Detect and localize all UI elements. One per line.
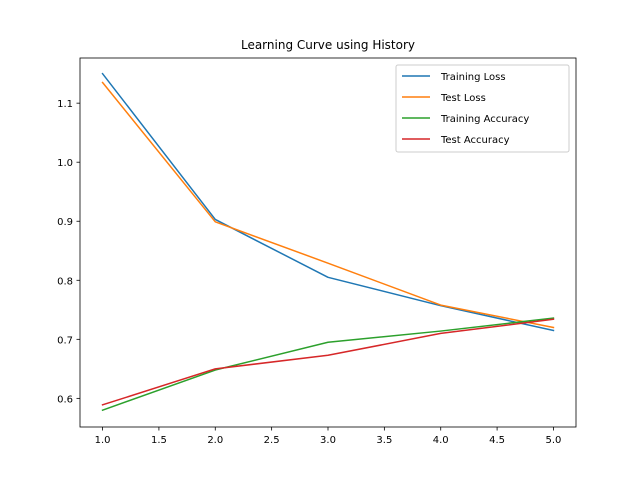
y-tick-label: 1.0 xyxy=(57,158,73,169)
y-tick-label: 0.7 xyxy=(57,335,73,346)
test-loss-line xyxy=(101,81,555,329)
legend-box xyxy=(395,64,570,153)
y-tick-label: 0.9 xyxy=(57,217,73,228)
x-tick-label: 2.5 xyxy=(264,435,280,446)
x-tick-label: 4.0 xyxy=(433,435,449,446)
chart-title: Learning Curve using History xyxy=(241,38,415,52)
x-tick-label: 1.0 xyxy=(95,435,111,446)
x-tick-label: 3.0 xyxy=(320,435,336,446)
x-tick-label: 2.0 xyxy=(207,435,223,446)
test-loss-legend-label: Test Loss xyxy=(440,93,486,104)
x-axis: 1.0 1.5 2.0 2.5 3.0 3.5 4.0 4.5 5.0 xyxy=(95,427,562,446)
y-tick-label: 1.1 xyxy=(57,99,73,110)
plot-lines xyxy=(101,72,555,412)
training-loss-legend-label: Training Loss xyxy=(440,72,506,83)
x-tick-label: 3.5 xyxy=(376,435,392,446)
x-tick-label: 1.5 xyxy=(151,435,167,446)
test-accuracy-line xyxy=(101,318,555,406)
legend: Training Loss Test Loss Training Accuracy T… xyxy=(395,64,570,153)
training-loss-line xyxy=(101,72,555,332)
y-axis: 0.6 0.7 0.8 0.9 1.0 1.1 xyxy=(57,99,80,405)
training-accuracy-legend-label: Training Accuracy xyxy=(440,114,529,125)
training-accuracy-line xyxy=(101,317,555,412)
test-accuracy-legend-label: Test Accuracy xyxy=(440,135,510,146)
y-tick-label: 0.6 xyxy=(57,394,73,405)
x-tick-label: 4.5 xyxy=(489,435,505,446)
x-tick-label: 5.0 xyxy=(546,435,562,446)
plot-frame xyxy=(79,57,577,428)
y-tick-label: 0.8 xyxy=(57,276,73,287)
